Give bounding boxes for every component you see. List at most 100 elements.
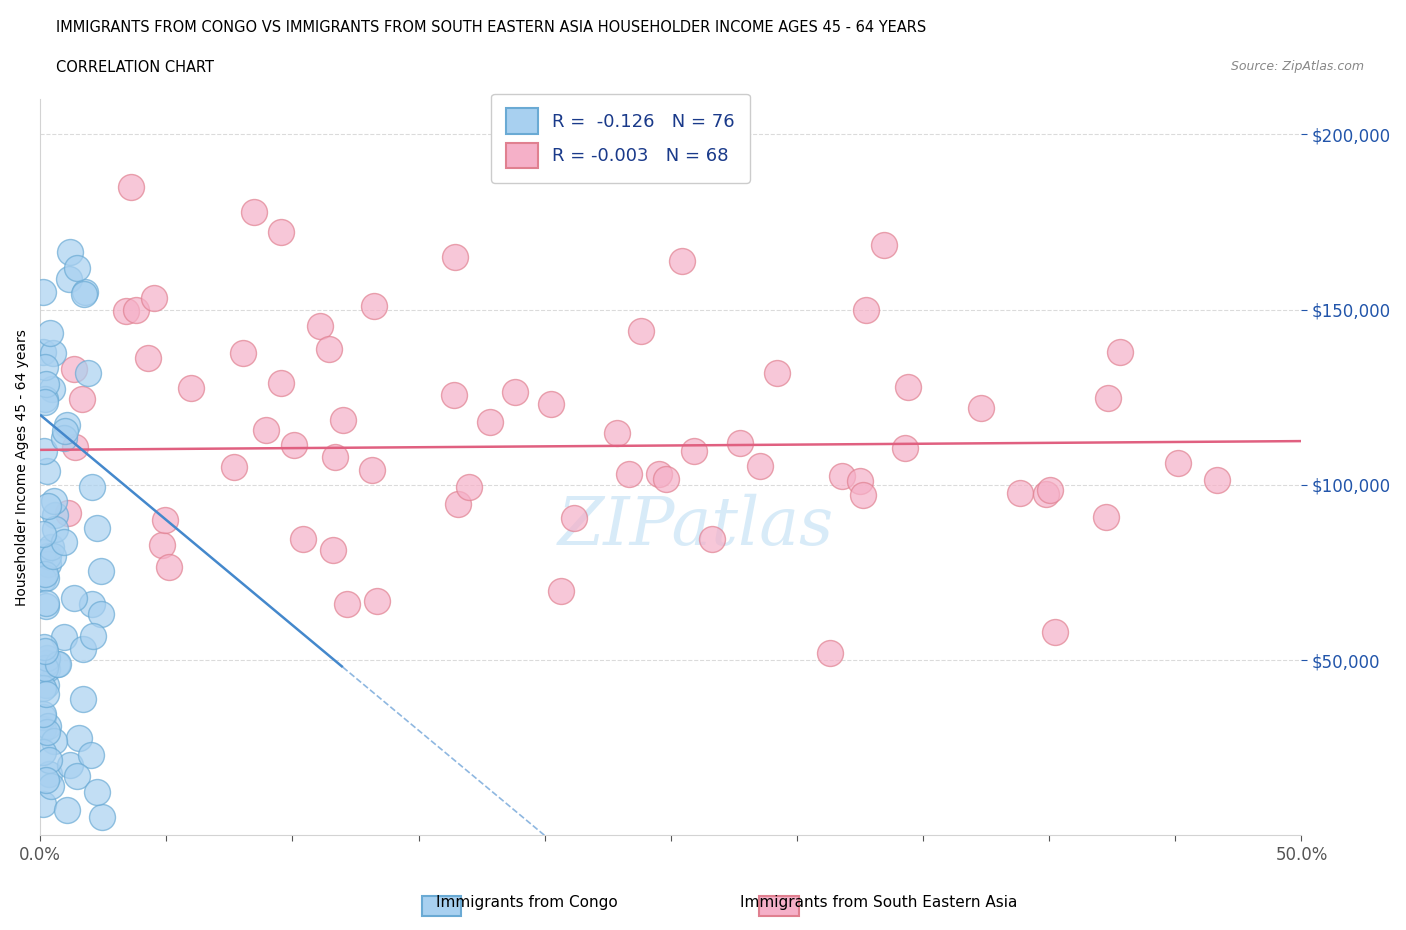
Point xyxy=(86,784,108,799)
Point xyxy=(32,706,55,721)
Point xyxy=(125,303,148,318)
Point xyxy=(53,535,76,550)
Point xyxy=(655,472,678,486)
Point xyxy=(970,400,993,415)
Point xyxy=(42,346,65,361)
Point xyxy=(37,719,59,734)
Point xyxy=(671,254,693,269)
Point xyxy=(1039,483,1062,498)
Point xyxy=(66,261,89,276)
Point xyxy=(35,377,58,392)
Point xyxy=(31,744,53,759)
Point xyxy=(72,692,94,707)
Point xyxy=(34,394,56,409)
Point xyxy=(44,522,66,537)
Point xyxy=(31,681,53,696)
Point xyxy=(114,303,136,318)
Point xyxy=(224,459,246,474)
Point xyxy=(42,734,65,749)
Point xyxy=(270,224,292,239)
Point xyxy=(35,677,58,692)
Point xyxy=(309,319,332,334)
Point xyxy=(232,346,254,361)
Point xyxy=(831,468,853,483)
Text: Source: ZipAtlas.com: Source: ZipAtlas.com xyxy=(1230,60,1364,73)
Point xyxy=(700,532,723,547)
Point xyxy=(32,722,55,737)
Point xyxy=(53,431,76,445)
Point xyxy=(1109,345,1132,360)
Point xyxy=(73,286,96,301)
Point xyxy=(31,796,53,811)
Point xyxy=(37,661,59,676)
Point xyxy=(42,549,65,564)
Point xyxy=(31,285,53,299)
Point xyxy=(35,651,58,666)
Y-axis label: Householder Income Ages 45 - 64 years: Householder Income Ages 45 - 64 years xyxy=(15,329,30,605)
Point xyxy=(1045,624,1067,639)
Point xyxy=(32,444,55,458)
Point xyxy=(728,435,751,450)
Point xyxy=(45,657,67,671)
Point xyxy=(366,594,388,609)
Point xyxy=(35,570,58,585)
Point xyxy=(606,425,628,440)
Point xyxy=(63,362,86,377)
Point xyxy=(1094,510,1116,525)
Point xyxy=(150,538,173,553)
Point xyxy=(647,467,669,482)
Point xyxy=(82,596,104,611)
Text: Immigrants from South Eastern Asia: Immigrants from South Eastern Asia xyxy=(740,895,1018,910)
Text: CORRELATION CHART: CORRELATION CHART xyxy=(56,60,214,75)
Point xyxy=(37,557,59,572)
Point xyxy=(243,204,266,219)
Point xyxy=(48,657,70,671)
Point xyxy=(1206,472,1229,487)
Point xyxy=(630,324,652,339)
Point xyxy=(503,385,526,400)
Point xyxy=(31,344,53,359)
Point xyxy=(34,359,56,374)
Point xyxy=(44,508,66,523)
Point xyxy=(56,418,79,432)
Point xyxy=(86,521,108,536)
Point xyxy=(35,772,58,787)
Point xyxy=(35,724,58,739)
Point xyxy=(120,179,142,194)
Text: Immigrants from Congo: Immigrants from Congo xyxy=(436,895,619,910)
Point xyxy=(323,450,346,465)
Point xyxy=(59,757,82,772)
Point xyxy=(35,599,58,614)
Point xyxy=(31,710,53,724)
Point xyxy=(143,290,166,305)
Point xyxy=(58,272,80,286)
Point xyxy=(90,564,112,578)
Point xyxy=(457,480,479,495)
Point xyxy=(872,238,894,253)
Point xyxy=(39,540,62,555)
Point xyxy=(38,766,60,781)
Point xyxy=(283,438,305,453)
Point xyxy=(34,392,56,407)
Point xyxy=(550,584,572,599)
Legend: R =  -0.126   N = 76, R = -0.003   N = 68: R = -0.126 N = 76, R = -0.003 N = 68 xyxy=(491,94,749,182)
Point xyxy=(332,412,354,427)
Point xyxy=(90,606,112,621)
Point xyxy=(39,778,62,793)
Point xyxy=(682,444,704,458)
Point xyxy=(34,687,56,702)
Point xyxy=(67,730,90,745)
Point xyxy=(818,645,841,660)
Point xyxy=(897,380,920,395)
Point xyxy=(70,392,93,406)
Point xyxy=(56,505,79,520)
Point xyxy=(270,376,292,391)
Text: ZIPatlas: ZIPatlas xyxy=(558,494,834,559)
Point xyxy=(55,423,77,438)
Point xyxy=(447,497,470,512)
Point xyxy=(75,285,97,299)
Point xyxy=(894,441,917,456)
Point xyxy=(72,642,94,657)
Point xyxy=(41,382,63,397)
Point xyxy=(318,342,340,357)
